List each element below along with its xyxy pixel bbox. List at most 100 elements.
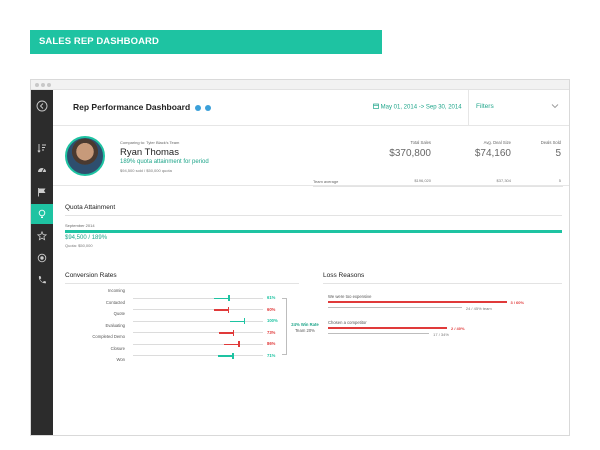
loss-reason-label: Chosen a competitor xyxy=(328,320,367,325)
team-avg-total-sales: $196,020 xyxy=(414,178,431,183)
quota-month: September 2014 xyxy=(65,223,95,228)
loss-reason-label: We were too expensive xyxy=(328,294,372,299)
chevron-down-icon xyxy=(551,104,559,109)
stage-rate-marker xyxy=(228,295,230,302)
section-divider xyxy=(65,215,562,216)
loss-reason-rep-bar xyxy=(328,301,507,303)
stage-line xyxy=(133,297,263,299)
loss-reason-team-value: 17 / 34% xyxy=(433,331,449,337)
stage-rate-pct: 71% xyxy=(267,352,276,358)
stat-deals-sold: Deals Sold 5 xyxy=(541,140,561,159)
stage-label: Quote xyxy=(113,311,125,316)
sidebar-item-favorites[interactable] xyxy=(31,226,53,246)
stage-line xyxy=(133,320,263,322)
stage-label: Won xyxy=(116,357,125,362)
rep-name: Ryan Thomas xyxy=(120,147,179,158)
stage-rate-marker xyxy=(227,306,230,313)
stage-rate-bar xyxy=(218,355,233,357)
stage-rate-bar xyxy=(213,309,228,311)
lightbulb-icon xyxy=(38,209,46,218)
stage-line xyxy=(133,355,263,357)
section-divider xyxy=(323,283,562,284)
sidebar-item-sort[interactable] xyxy=(31,138,53,158)
stage-line xyxy=(133,309,263,311)
stage-rate-bar xyxy=(224,343,239,345)
team-win-rate: Team 20% xyxy=(295,327,315,333)
window-dot-close[interactable] xyxy=(35,83,39,87)
win-rate-bracket xyxy=(282,297,287,356)
stage-rate-marker xyxy=(232,329,235,336)
phone-icon xyxy=(38,276,46,284)
stat-label: Total Sales xyxy=(410,140,431,145)
stage-line xyxy=(133,343,263,345)
quota-attainment-title: Quota Attainment xyxy=(65,204,116,211)
window-dot-minimize[interactable] xyxy=(41,83,45,87)
comparing-to: Comparing to: Tyler Black's Team xyxy=(120,140,180,145)
section-divider xyxy=(65,283,299,284)
help-icon[interactable] xyxy=(204,104,211,111)
sort-icon xyxy=(37,144,46,153)
stage-label: Completed Demo xyxy=(92,334,125,339)
quota-value: $94,500 / 189% xyxy=(65,235,108,241)
stat-value: $74,160 xyxy=(474,148,511,159)
stat-avg-deal-size: Avg. Deal Size $74,160 xyxy=(475,140,511,159)
filters-dropdown[interactable]: Filters xyxy=(468,90,569,126)
stage-rate-pct: 60% xyxy=(267,306,276,312)
loss-reason-team-bar xyxy=(328,307,462,309)
avatar xyxy=(65,136,105,176)
sidebar-item-flag[interactable] xyxy=(31,182,53,202)
stage-label: Incoming xyxy=(108,288,125,293)
stat-value: 5 xyxy=(555,148,561,159)
quota-attainment-text: 189% quota attainment for period xyxy=(120,159,209,165)
stage-rate-bar xyxy=(218,332,233,334)
sidebar-item-insights[interactable] xyxy=(31,204,53,224)
window-dot-maximize[interactable] xyxy=(47,83,51,87)
sidebar-back-button[interactable] xyxy=(31,96,53,116)
loss-reason-team-value: 24 / 45% team xyxy=(465,305,492,311)
window-titlebar xyxy=(31,80,569,90)
back-arrow-icon xyxy=(36,100,48,112)
sidebar-item-record[interactable] xyxy=(31,248,53,268)
win-rate: 24% Win Rate xyxy=(291,321,319,327)
sold-summary: $94,500 sold / $50,000 quota xyxy=(120,168,172,173)
team-average-label: Team average xyxy=(313,179,339,184)
stage-rate-pct: 73% xyxy=(267,329,276,335)
flag-icon xyxy=(38,188,46,197)
page-header: Rep Performance Dashboard May 01, 2014 -… xyxy=(53,90,569,126)
sidebar-item-calls[interactable] xyxy=(31,270,53,290)
date-range-text: May 01, 2014 -> Sep 30, 2014 xyxy=(380,104,462,111)
stage-rate-marker xyxy=(243,318,245,325)
main-content: Rep Performance Dashboard May 01, 2014 -… xyxy=(53,90,569,435)
stat-total-sales: Total Sales $370,800 xyxy=(389,140,431,159)
date-range[interactable]: May 01, 2014 -> Sep 30, 2014 xyxy=(373,103,462,111)
team-avg-deal-size: $37,304 xyxy=(496,178,511,183)
stage-rate-pct: 61% xyxy=(267,295,276,301)
stage-rate-marker xyxy=(232,352,234,359)
sidebar xyxy=(31,90,53,435)
stage-label: Contacted xyxy=(105,299,125,305)
stage-rate-bar xyxy=(229,320,244,322)
stat-value: $370,800 xyxy=(389,148,431,159)
record-icon xyxy=(37,253,47,263)
filters-label: Filters xyxy=(476,103,494,110)
page-title: Rep Performance Dashboard xyxy=(73,102,211,112)
loss-reason-rep-bar xyxy=(328,327,447,329)
stage-rate-marker xyxy=(238,341,240,348)
stage-rate-bar xyxy=(214,297,229,299)
info-icon[interactable] xyxy=(194,104,201,111)
stage-line xyxy=(133,332,263,334)
banner-title: SALES REP DASHBOARD xyxy=(39,36,159,47)
page-title-text: Rep Performance Dashboard xyxy=(73,102,191,112)
stage-rate-pct: 100% xyxy=(267,318,278,324)
loss-reason-rep-value: 3 / 60% xyxy=(510,299,525,305)
quota-progress-bar xyxy=(65,230,562,233)
stage-label: Evaluating xyxy=(105,322,125,328)
sidebar-item-gauge[interactable] xyxy=(31,160,53,180)
loss-reason-rep-value: 2 / 40% xyxy=(451,325,465,331)
team-average-divider xyxy=(313,186,563,187)
star-icon xyxy=(37,231,47,241)
team-avg-deals-sold: 5 xyxy=(558,178,561,183)
app-window: Rep Performance Dashboard May 01, 2014 -… xyxy=(30,79,570,436)
stat-label: Deals Sold xyxy=(540,140,561,145)
rep-profile: Comparing to: Tyler Black's Team Ryan Th… xyxy=(53,126,569,187)
